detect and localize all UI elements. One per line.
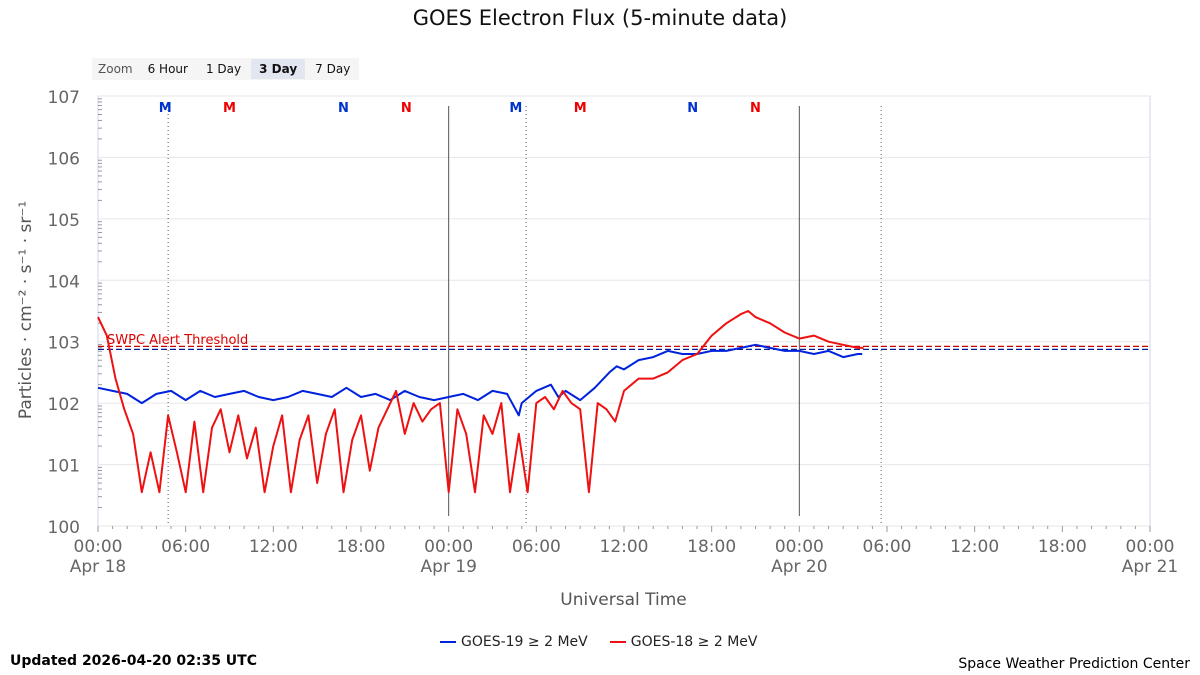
zoom-6-hour-button[interactable]: 6 Hour: [147, 62, 188, 76]
x-tick-date-label: Apr 20: [771, 557, 827, 577]
y-tick-label: 100: [48, 518, 80, 538]
y-tick-label: 104: [48, 272, 80, 292]
legend-item-goes19[interactable]: GOES-19 ≥ 2 MeV: [440, 634, 588, 650]
y-tick-label: 101: [48, 457, 80, 477]
plot-area-border: [97, 95, 1151, 527]
y-tick-label: 107: [48, 88, 80, 108]
x-tick-label: 00:00: [1126, 537, 1175, 557]
x-tick-date-label: Apr 21: [1122, 557, 1178, 577]
legend-swatch-goes19: [440, 641, 456, 643]
x-tick-label: 18:00: [687, 537, 736, 557]
x-tick-label: 00:00: [775, 537, 824, 557]
legend-item-goes18[interactable]: GOES-18 ≥ 2 MeV: [609, 634, 758, 650]
series-line-goes18: [97, 310, 864, 494]
y-tick-label: 103: [48, 334, 80, 354]
legend: GOES-19 ≥ 2 MeV GOES-18 ≥ 2 MeV: [440, 634, 757, 650]
zoom-1-day-button[interactable]: 1 Day: [205, 62, 242, 76]
zoom-7-day-button[interactable]: 7 Day: [315, 62, 351, 76]
y-tick-label: 106: [48, 149, 80, 169]
y-axis-label: Particles · cm⁻² · s⁻¹ · sr⁻¹: [16, 200, 36, 420]
x-tick-label: 06:00: [863, 537, 912, 557]
updated-timestamp: Updated 2026-04-20 02:35 UTC: [10, 653, 257, 669]
x-tick-label: 00:00: [424, 537, 473, 557]
x-tick-label: 12:00: [600, 537, 649, 557]
orbit-marker-n: N: [687, 101, 698, 116]
x-tick-label: 12:00: [249, 537, 298, 557]
credit-text: Space Weather Prediction Center: [958, 656, 1190, 672]
series-line-goes19: [97, 343, 863, 417]
x-tick-date-label: Apr 18: [70, 557, 126, 577]
x-tick-label: 06:00: [512, 537, 561, 557]
chart-title: GOES Electron Flux (5-minute data): [412, 6, 788, 30]
threshold-label: SWPC Alert Threshold: [107, 333, 248, 348]
orbit-marker-m: M: [223, 101, 236, 116]
x-axis-label: Universal Time: [560, 590, 687, 610]
x-tick-label: 12:00: [950, 537, 999, 557]
orbit-marker-n: N: [401, 101, 412, 116]
orbit-marker-n: N: [338, 101, 349, 116]
x-tick-label: 18:00: [1038, 537, 1087, 557]
zoom-label: Zoom: [98, 62, 133, 76]
orbit-marker-m: M: [509, 101, 522, 116]
x-tick-label: 06:00: [161, 537, 210, 557]
legend-label-goes18: GOES-18 ≥ 2 MeV: [630, 634, 758, 650]
orbit-marker-m: M: [574, 101, 587, 116]
legend-label-goes19: GOES-19 ≥ 2 MeV: [461, 634, 588, 650]
zoom-bar: Zoom 6 Hour 1 Day 3 Day 7 Day: [92, 58, 360, 80]
y-tick-label: 102: [48, 395, 80, 415]
x-tick-label: 18:00: [337, 537, 386, 557]
y-tick-label: 105: [48, 211, 80, 231]
zoom-3-day-button[interactable]: 3 Day: [251, 59, 306, 79]
orbit-marker-n: N: [750, 101, 761, 116]
orbit-marker-m: M: [159, 101, 172, 116]
legend-swatch-goes18: [609, 641, 626, 643]
x-tick-date-label: Apr 19: [420, 557, 476, 577]
x-tick-label: 00:00: [74, 537, 123, 557]
